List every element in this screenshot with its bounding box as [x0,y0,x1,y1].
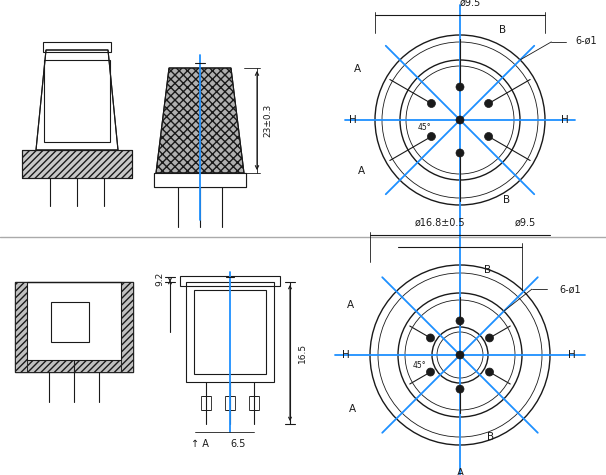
Text: A: A [358,166,365,176]
Bar [27,360,121,372]
Circle shape [456,317,464,325]
Text: A: A [353,64,361,74]
Bar [201,396,211,410]
Text: 6-ø1: 6-ø1 [559,284,581,294]
Text: H: H [561,115,569,125]
Polygon shape [36,50,118,150]
Text: B: B [499,25,506,35]
Text: 6.5: 6.5 [230,439,245,449]
Circle shape [427,133,436,141]
Text: B: B [484,265,491,275]
Bar [154,173,246,187]
Text: ø16.8±0.5: ø16.8±0.5 [415,218,465,228]
Text: B: B [503,195,510,205]
Text: 9.2: 9.2 [156,272,164,286]
Text: ø9.5: ø9.5 [514,218,536,228]
Circle shape [485,99,493,107]
Text: 23±0.3: 23±0.3 [264,104,273,137]
Text: ø9.5: ø9.5 [459,0,481,8]
Text: H: H [342,350,350,360]
Bar [15,282,133,372]
Text: 6-ø1: 6-ø1 [576,36,597,46]
Bar [15,282,27,372]
Text: H: H [568,350,576,360]
Bar [194,290,266,374]
Circle shape [456,116,464,124]
Circle shape [485,368,493,376]
Bar [225,396,235,410]
Circle shape [427,368,435,376]
Circle shape [456,351,464,359]
Text: 45°: 45° [413,361,427,370]
Text: A: A [456,468,464,475]
Bar [44,60,110,142]
Circle shape [427,99,436,107]
Bar [22,150,132,178]
Text: H: H [349,115,357,125]
Bar [121,282,133,372]
Circle shape [427,334,435,342]
Bar [154,173,246,187]
Bar [51,302,89,342]
Text: 16.5: 16.5 [298,343,307,363]
Circle shape [485,133,493,141]
Bar [43,42,111,52]
Polygon shape [22,150,132,178]
Bar [249,396,259,410]
Bar [27,282,121,360]
Circle shape [456,149,464,157]
Bar [186,282,274,382]
Polygon shape [156,68,244,173]
Text: A: A [347,301,353,311]
Text: A: A [348,404,356,414]
Circle shape [485,334,493,342]
Bar [180,276,280,286]
Text: 45°: 45° [417,124,431,133]
Text: ↑ A: ↑ A [191,439,209,449]
Text: B: B [487,432,494,442]
Circle shape [456,83,464,91]
Circle shape [456,385,464,393]
